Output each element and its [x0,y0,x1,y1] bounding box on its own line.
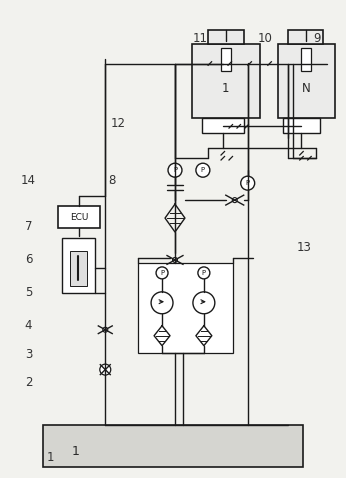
Text: 4: 4 [25,319,32,332]
Text: 1: 1 [72,445,79,458]
Text: 10: 10 [257,32,272,45]
Bar [138,263,233,353]
Text: P: P [202,270,206,276]
Text: 9: 9 [314,32,321,45]
Bar [62,238,95,293]
Circle shape [156,267,168,279]
Text: P: P [201,167,205,173]
Bar [221,47,231,72]
Text: ECU: ECU [70,213,89,222]
Text: 12: 12 [111,117,126,130]
Bar [288,30,324,43]
Bar [208,30,244,43]
Text: 7: 7 [25,219,32,232]
Circle shape [168,163,182,177]
Bar [43,425,303,467]
Text: 5: 5 [25,286,32,299]
Circle shape [100,364,111,375]
Circle shape [196,163,210,177]
Circle shape [241,176,255,190]
Text: 6: 6 [25,253,32,266]
Text: 8: 8 [109,174,116,187]
Text: 2: 2 [25,376,32,389]
Text: N: N [302,82,311,95]
Text: 13: 13 [297,241,312,254]
Text: P: P [173,167,177,173]
Bar [283,119,320,133]
Text: 1: 1 [47,451,54,464]
Bar [58,206,100,228]
Circle shape [103,327,108,332]
Circle shape [151,292,173,314]
Bar [301,47,311,72]
Text: 3: 3 [25,348,32,361]
Circle shape [193,292,215,314]
Bar [71,251,87,286]
Circle shape [173,258,177,262]
Text: P: P [246,180,250,186]
Text: 14: 14 [21,174,36,187]
Bar [192,43,260,119]
Text: 1: 1 [222,82,229,95]
Text: 11: 11 [192,32,207,45]
Text: P: P [160,270,164,276]
Circle shape [232,197,237,203]
Circle shape [198,267,210,279]
Bar [277,43,335,119]
Bar [202,119,244,133]
